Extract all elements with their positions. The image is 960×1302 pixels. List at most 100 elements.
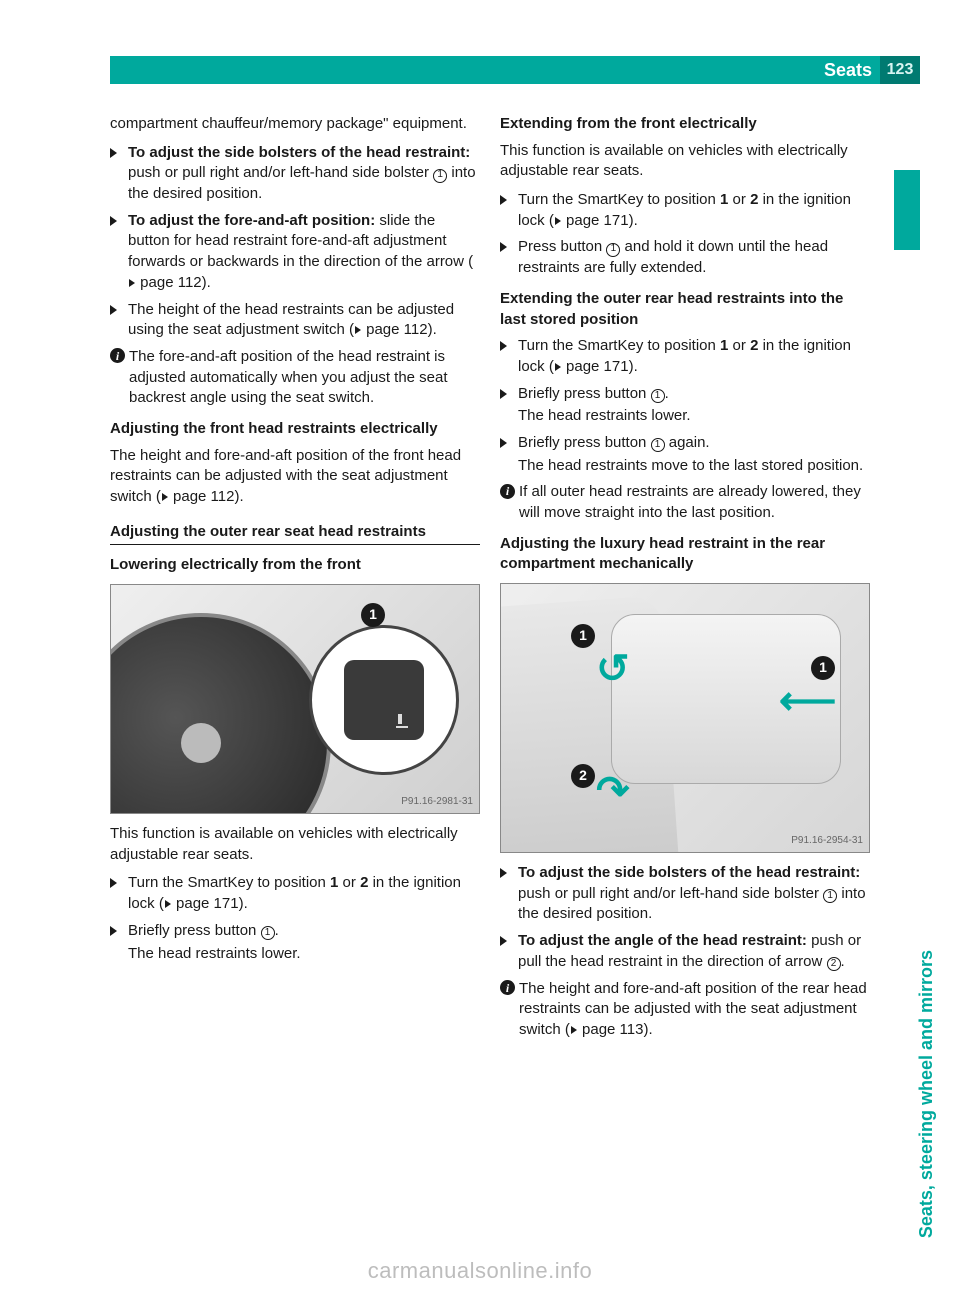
list-item: To adjust the angle of the head restrain… — [500, 931, 870, 972]
list-text: ). — [202, 274, 211, 291]
list-text: . — [841, 953, 845, 970]
list-text: ). — [629, 212, 638, 229]
list-text: ). — [428, 321, 437, 338]
sub-heading: Lowering electrically from the front — [110, 555, 480, 576]
list-item: To adjust the fore-and-aft position: sli… — [110, 211, 480, 294]
body-text: This function is available on vehicles w… — [500, 141, 870, 182]
list-body: Briefly press button 1 again. The head r… — [518, 433, 870, 476]
list-body: Turn the SmartKey to position 1 or 2 in … — [518, 190, 870, 231]
page-ref-icon — [571, 1026, 577, 1034]
list-body: Briefly press button 1. The head restrai… — [518, 384, 870, 427]
list-text: or — [728, 337, 750, 354]
sub-heading: Adjusting the front head restraints elec… — [110, 419, 480, 440]
list-bold: To adjust the fore-and-aft position: — [128, 212, 375, 229]
list-sub: The head restraints lower. — [518, 406, 870, 427]
list-text: push or pull right and/or left-hand side… — [518, 885, 823, 902]
callout-ref-1: 1 — [651, 438, 665, 452]
info-item: i If all outer head restraints are alrea… — [500, 482, 870, 523]
right-column: Extending from the front electrically Th… — [500, 114, 870, 1244]
step-marker-icon — [500, 336, 518, 377]
list-body: Briefly press button 1. The head restrai… — [128, 921, 480, 964]
page-ref-icon — [165, 900, 171, 908]
page-ref: page 171 — [566, 358, 629, 375]
figure-luxury-headrest: 1 1 2 ↺ ⟵ ↷ P91.16-2954-31 — [500, 583, 870, 853]
list-item: Briefly press button 1. The head restrai… — [110, 921, 480, 964]
list-text: or — [338, 874, 360, 891]
list-text: again. — [665, 434, 710, 451]
list-body: To adjust the side bolsters of the head … — [518, 863, 870, 925]
list-text: Turn the SmartKey to position — [518, 337, 720, 354]
list-item: Press button 1 and hold it down until th… — [500, 237, 870, 278]
list-body: Press button 1 and hold it down until th… — [518, 237, 870, 278]
list-sub: The head restraints move to the last sto… — [518, 456, 870, 477]
info-icon: i — [500, 979, 519, 1041]
list-sub: The head restraints lower. — [128, 944, 480, 965]
info-body: The height and fore-and-aft position of … — [519, 979, 870, 1041]
figure-label: P91.16-2981-31 — [401, 795, 473, 809]
step-marker-icon — [500, 190, 518, 231]
page-ref: page 112 — [366, 321, 427, 338]
section-rule — [110, 544, 480, 545]
list-text: Briefly press button — [518, 434, 651, 451]
left-column: compartment chauffeur/memory package" eq… — [110, 114, 480, 1244]
list-text: . — [275, 922, 279, 939]
list-item: The height of the head restraints can be… — [110, 300, 480, 341]
list-body: Turn the SmartKey to position 1 or 2 in … — [518, 336, 870, 377]
arrow-icon: ⟵ — [779, 674, 836, 729]
sub-heading: Adjusting the luxury head restraint in t… — [500, 534, 870, 575]
step-marker-icon — [500, 863, 518, 925]
page-ref: page 171 — [176, 895, 239, 912]
steering-wheel-graphic — [110, 613, 331, 814]
page-ref: page 112 — [173, 488, 234, 505]
step-marker-icon — [110, 921, 128, 964]
arrow-icon: ↺ — [596, 642, 630, 697]
callout-1: 1 — [571, 624, 595, 648]
magnified-button — [309, 625, 459, 775]
page-ref: page 113 — [582, 1021, 643, 1038]
callout-ref-2: 2 — [827, 957, 841, 971]
info-icon: i — [500, 482, 519, 523]
page-ref-icon — [162, 493, 168, 501]
list-text: Press button — [518, 238, 606, 255]
header-title: Seats — [824, 60, 872, 81]
list-text: or — [728, 191, 750, 208]
body-text: This function is available on vehicles w… — [110, 824, 480, 865]
info-icon: i — [110, 347, 129, 409]
intro-text: compartment chauffeur/memory package" eq… — [110, 114, 480, 135]
list-text: Briefly press button — [128, 922, 261, 939]
step-marker-icon — [110, 873, 128, 914]
info-item: i The height and fore-and-aft position o… — [500, 979, 870, 1041]
text: ). — [234, 488, 243, 505]
callout-ref-1: 1 — [433, 169, 447, 183]
sub-heading: Extending the outer rear head restraints… — [500, 289, 870, 330]
page-ref-icon — [129, 279, 135, 287]
seat-icon — [392, 710, 412, 730]
list-body: To adjust the fore-and-aft position: sli… — [128, 211, 480, 294]
body-text: The height and fore-and-aft position of … — [110, 446, 480, 508]
list-body: Turn the SmartKey to position 1 or 2 in … — [128, 873, 480, 914]
info-text: ). — [643, 1021, 652, 1038]
content-area: compartment chauffeur/memory package" eq… — [110, 114, 870, 1244]
callout-1: 1 — [361, 603, 385, 627]
seat-button-graphic — [344, 660, 424, 740]
info-body: If all outer head restraints are already… — [519, 482, 870, 523]
list-body: To adjust the angle of the head restrain… — [518, 931, 870, 972]
list-bold: To adjust the angle of the head restrain… — [518, 932, 807, 949]
page-ref-icon — [555, 363, 561, 371]
list-item: To adjust the side bolsters of the head … — [110, 143, 480, 205]
page-ref: page 112 — [140, 274, 201, 291]
list-bold: To adjust the side bolsters of the head … — [128, 144, 470, 161]
header-page-number: 123 — [880, 56, 920, 84]
step-marker-icon — [110, 300, 128, 341]
section-heading: Adjusting the outer rear seat head restr… — [110, 522, 480, 543]
step-marker-icon — [500, 237, 518, 278]
callout-ref-1: 1 — [606, 243, 620, 257]
list-text: Turn the SmartKey to position — [518, 191, 720, 208]
list-text: ). — [239, 895, 248, 912]
side-tab — [894, 170, 920, 250]
list-text: Briefly press button — [518, 385, 651, 402]
side-section-label: Seats, steering wheel and mirrors — [916, 950, 937, 1238]
page-ref: page 171 — [566, 212, 629, 229]
header-bar: Seats 123 — [110, 56, 920, 84]
figure-label: P91.16-2954-31 — [791, 834, 863, 848]
